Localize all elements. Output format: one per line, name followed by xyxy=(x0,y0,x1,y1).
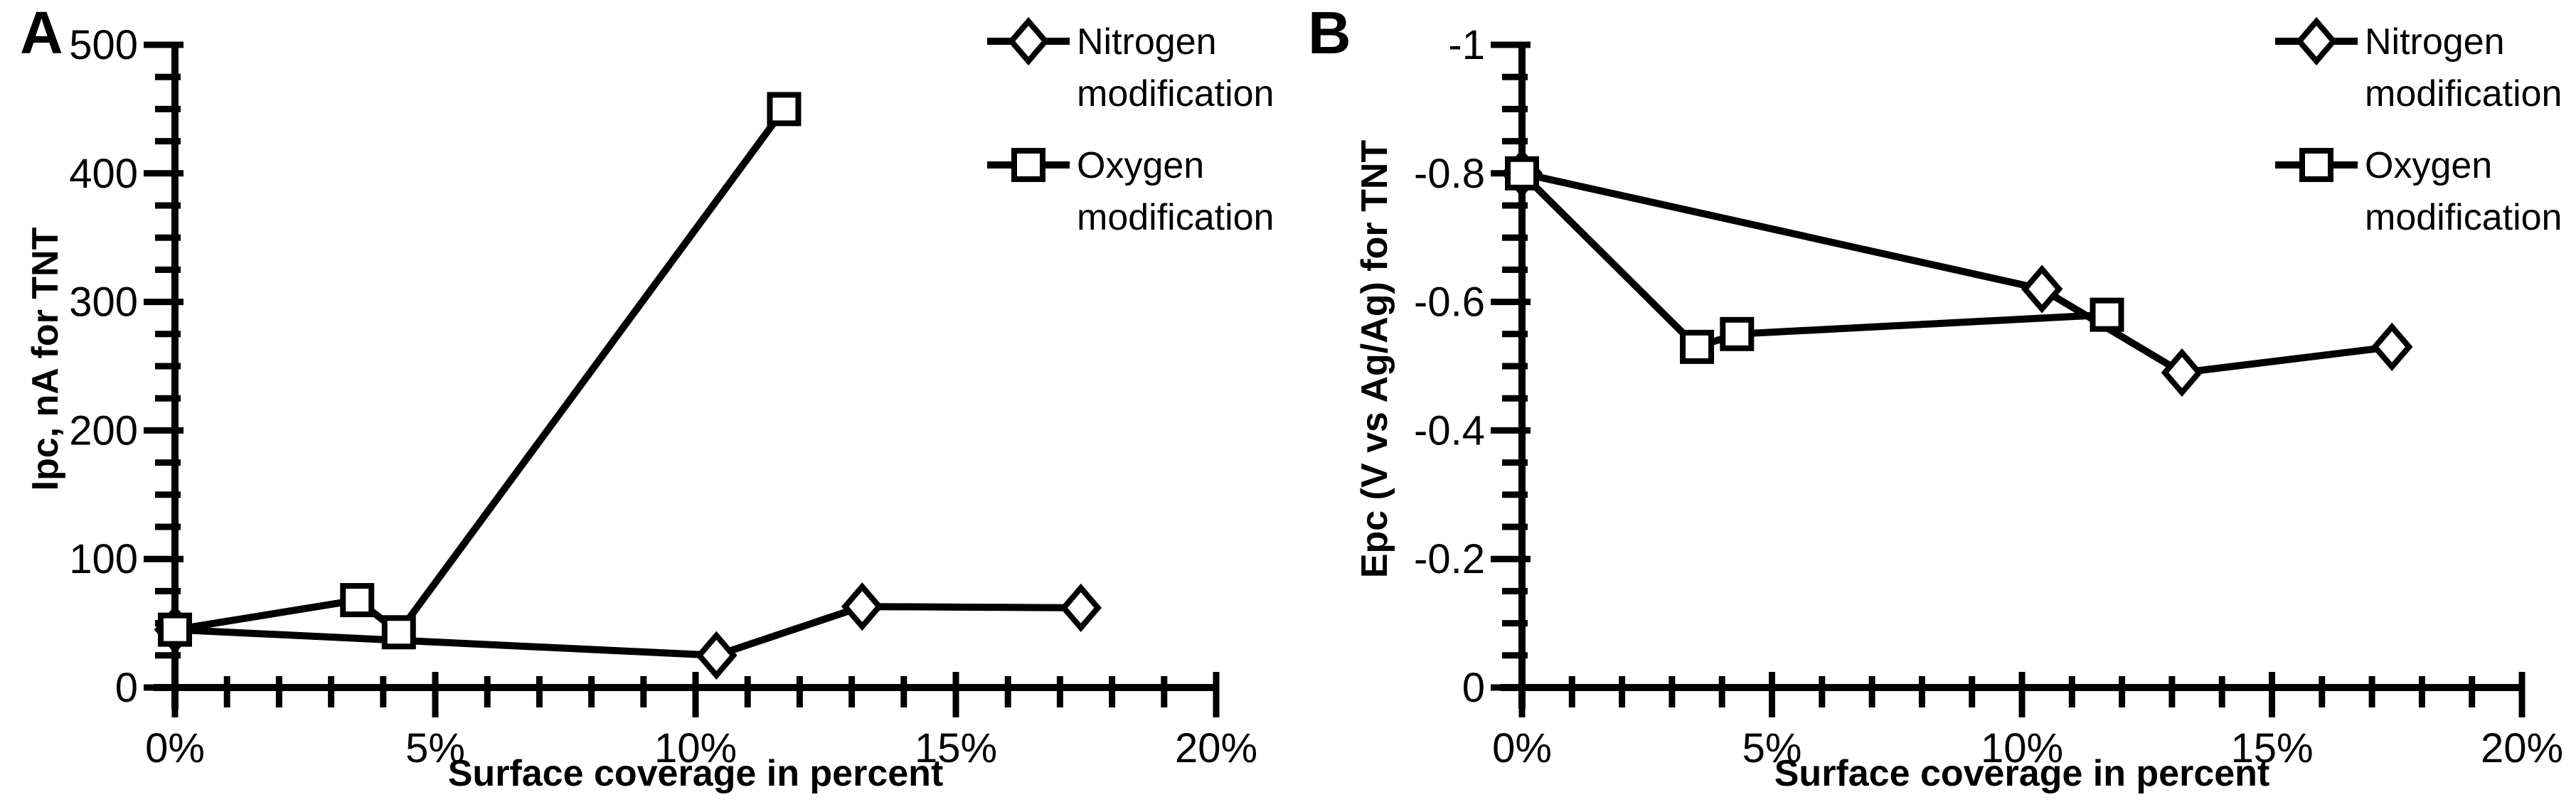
square-marker xyxy=(2090,297,2124,332)
legend-entry: Oxygen modification xyxy=(2275,145,2562,238)
x-tick-label: 10% xyxy=(654,725,737,771)
y-tick-label: -1 xyxy=(1448,22,1485,68)
legend-entry: Nitrogen modification xyxy=(2275,16,2562,114)
legend-label-line2: modification xyxy=(1077,197,1274,238)
legend-label-line2: modification xyxy=(2365,197,2562,238)
y-tick-label: -0.8 xyxy=(1414,151,1485,197)
legend-label-line1: Oxygen xyxy=(2365,145,2492,186)
legend-entry: Nitrogen modification xyxy=(987,16,1274,114)
series-line-diamond xyxy=(1521,169,2393,377)
square-marker xyxy=(381,615,416,650)
x-tick-label: 10% xyxy=(1981,725,2063,771)
series-markers-diamond xyxy=(154,582,1102,680)
panel-a-letter: A xyxy=(20,0,63,66)
square-marker xyxy=(1505,156,1539,191)
x-tick-label: 15% xyxy=(915,725,997,771)
panel-b: B Epc (V vs Ag/Ag) for TNT Surface cover… xyxy=(1288,0,2576,802)
diamond-marker xyxy=(1060,583,1102,633)
y-tick-label: 300 xyxy=(69,279,138,326)
y-tick-label: -0.2 xyxy=(1414,536,1485,582)
legend-label-line2: modification xyxy=(1077,73,1274,114)
square-marker xyxy=(340,583,375,618)
diamond-marker xyxy=(841,582,883,631)
series-line-square xyxy=(1519,171,2107,351)
legend-square-icon xyxy=(1011,148,1045,182)
legend-diamond-icon xyxy=(2295,16,2338,66)
panel-a-plot: 0 100 200 300 400 500 0% 5% 10% 15% 20% Nitrogen mod… xyxy=(69,16,1274,771)
x-axis: 0% 5% 10% 15% 20% xyxy=(145,672,1257,771)
series-markers-diamond xyxy=(1501,149,2413,397)
x-tick-label: 20% xyxy=(1175,725,1257,771)
square-marker xyxy=(767,92,802,127)
square-marker xyxy=(1680,329,1715,364)
panel-b-x-axis-title: Surface coverage in percent xyxy=(1774,753,2270,794)
square-marker xyxy=(158,612,192,647)
y-tick-label: -0.6 xyxy=(1414,279,1485,326)
legend-label-line1: Nitrogen xyxy=(2365,21,2505,63)
y-tick-label: -0.4 xyxy=(1414,407,1485,454)
legend: Nitrogen modification Oxygen modification xyxy=(987,16,1274,238)
y-axis: 0 100 200 300 400 500 xyxy=(69,22,183,711)
y-axis: -1 -0.8 -0.6 -0.4 -0.2 0 xyxy=(1414,22,1531,711)
y-tick-label: 0 xyxy=(115,665,138,711)
diamond-marker xyxy=(2370,322,2413,372)
legend-square-icon xyxy=(2299,148,2333,182)
diamond-marker xyxy=(2021,264,2063,314)
legend-label-line1: Nitrogen xyxy=(1077,21,1217,63)
y-tick-label: 100 xyxy=(69,536,138,582)
legend-entry: Oxygen modification xyxy=(987,145,1274,238)
legend-diamond-icon xyxy=(1007,16,1050,66)
diamond-marker xyxy=(696,631,738,680)
series-line-diamond xyxy=(174,603,1081,659)
x-tick-label: 5% xyxy=(1742,725,1802,771)
x-tick-label: 5% xyxy=(405,725,465,771)
y-tick-label: 500 xyxy=(69,22,138,68)
panel-b-plot: -1 -0.8 -0.6 -0.4 -0.2 00% 5% 10% 15% 20% Nitrogen… xyxy=(1414,16,2563,771)
series-markers-square xyxy=(1505,156,2124,364)
x-axis: 0% 5% 10% 15% 20% xyxy=(1492,672,2563,771)
x-tick-label: 0% xyxy=(145,725,205,771)
legend-label-line2: modification xyxy=(2365,73,2562,114)
diamond-marker xyxy=(2161,348,2203,397)
square-marker xyxy=(1720,316,1755,351)
x-tick-label: 15% xyxy=(2230,725,2313,771)
y-tick-label: 200 xyxy=(69,407,138,454)
x-tick-label: 20% xyxy=(2481,725,2563,771)
series-line-square xyxy=(174,107,787,638)
y-tick-label: 400 xyxy=(69,151,138,197)
legend: Nitrogen modification Oxygen modification xyxy=(2275,16,2562,238)
y-tick-label: 0 xyxy=(1462,665,1485,711)
panel-b-letter: B xyxy=(1308,0,1351,66)
series-markers-square xyxy=(158,92,802,650)
panel-a: A Ipc, nA for TNT Surface coverage in pe… xyxy=(20,0,1274,794)
x-tick-label: 0% xyxy=(1492,725,1552,771)
legend-label-line1: Oxygen xyxy=(1077,145,1204,186)
panel-a-x-axis-title: Surface coverage in percent xyxy=(447,753,944,794)
